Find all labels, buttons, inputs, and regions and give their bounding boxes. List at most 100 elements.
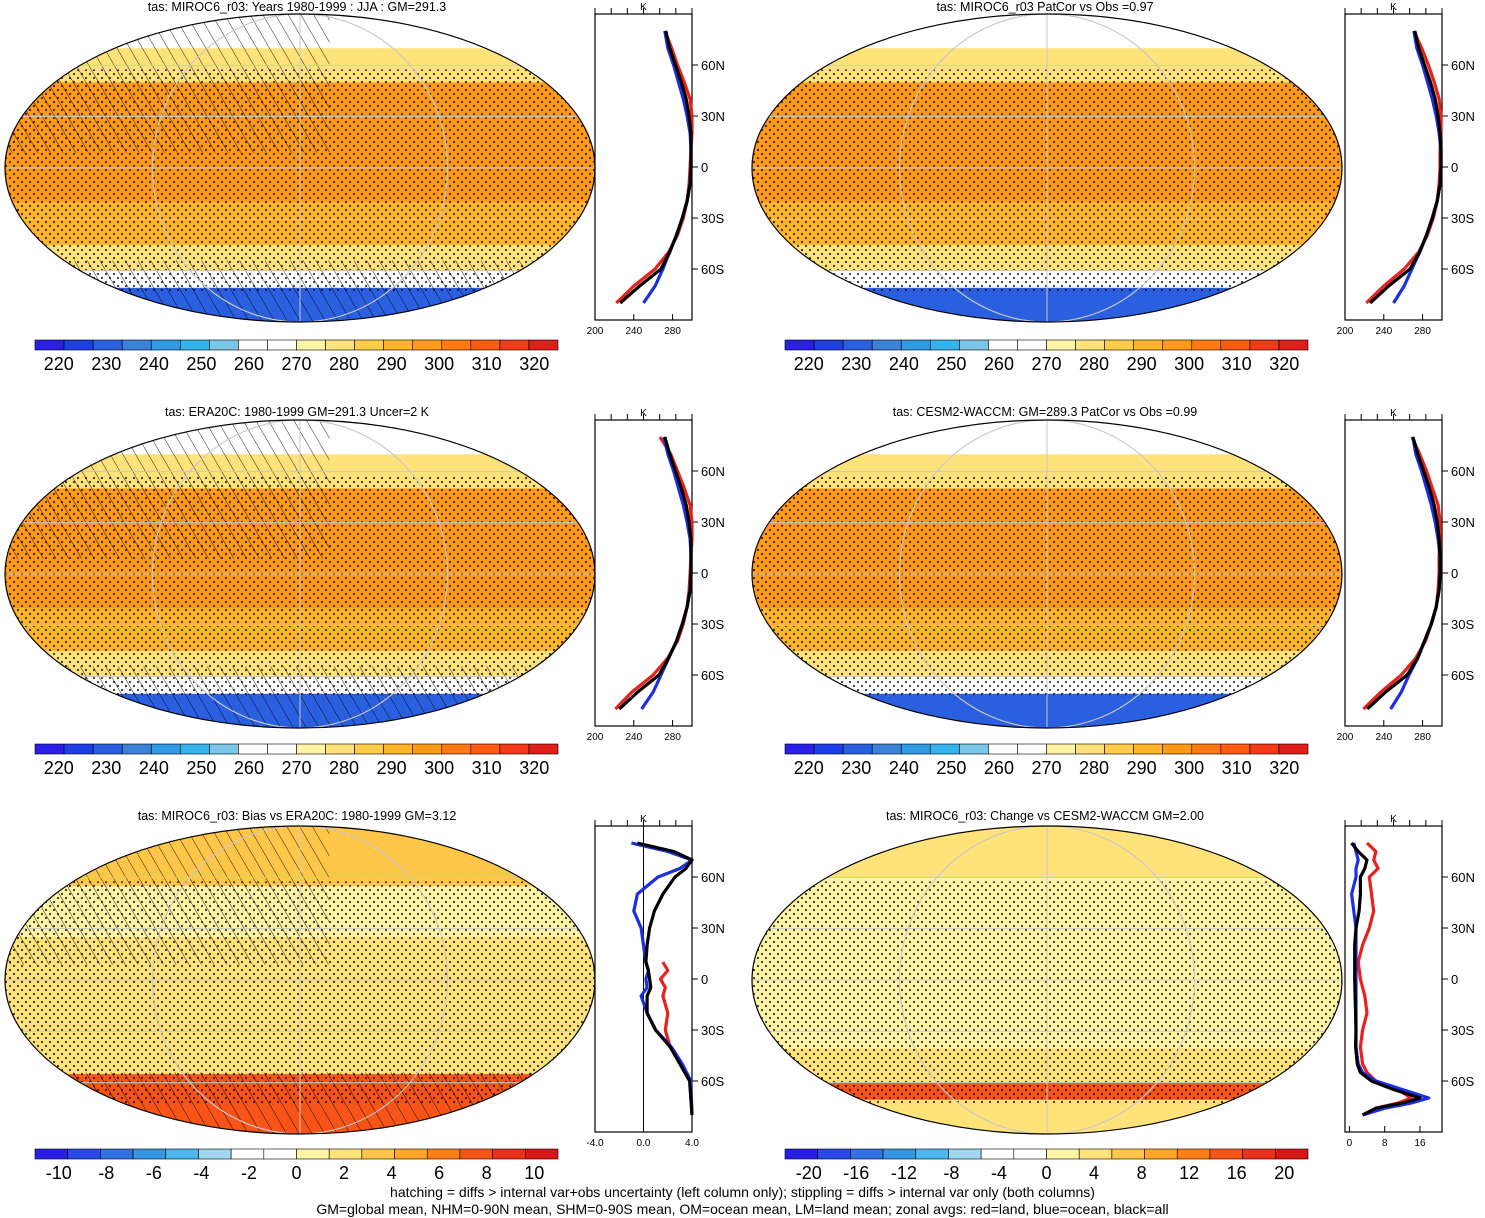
footnote-definitions: GM=global mean, NHM=0-90N mean, SHM=0-90… <box>316 1201 1169 1217</box>
zonal-lat-tick-label: 60N <box>701 58 725 73</box>
colorbar-swatch <box>499 339 530 351</box>
zonal-all-line <box>1369 30 1443 305</box>
colorbar-swatch <box>1278 743 1309 755</box>
panel-title: tas: MIROC6_r03: Years 1980-1999 : JJA :… <box>148 0 446 14</box>
colorbar-swatch <box>92 339 123 351</box>
colorbar-swatch <box>92 743 123 755</box>
colorbar-swatch <box>871 339 902 351</box>
panel-4: tas: CESM2-WACCM: GM=289.3 PatCor vs Obs… <box>751 405 1475 778</box>
colorbar-swatch <box>850 1148 884 1160</box>
colorbar-tick-label: 2 <box>339 1163 349 1183</box>
colorbar-swatch <box>929 339 960 351</box>
colorbar-tick-label: 270 <box>281 354 311 374</box>
colorbar-swatch <box>230 1148 265 1160</box>
zonal-lat-tick-label: 60N <box>701 464 725 479</box>
graticule-line <box>152 826 448 1134</box>
colorbar-swatch <box>1144 1148 1178 1160</box>
colorbar-swatch <box>813 743 844 755</box>
colorbar-swatch <box>842 339 873 351</box>
colorbar-swatch <box>900 743 931 755</box>
colorbar-swatch <box>525 1148 559 1160</box>
zonal-x-tick-label: 280 <box>664 326 681 337</box>
colorbar-swatch <box>1075 743 1105 755</box>
colorbar-tick-label: -16 <box>843 1163 869 1183</box>
zonal-lat-tick-label: 60S <box>1451 262 1474 277</box>
colorbar-swatch <box>1191 339 1222 351</box>
colorbar-swatch <box>1249 743 1280 755</box>
colorbar-swatch <box>1278 339 1309 351</box>
colorbar-tick-label: 320 <box>1269 354 1299 374</box>
colorbar-tick-label: 310 <box>472 758 502 778</box>
colorbar-swatch <box>1162 743 1193 755</box>
colorbar-swatch <box>325 743 355 755</box>
colorbar-tick-label: -6 <box>146 1163 162 1183</box>
colorbar-tick-label: -8 <box>98 1163 114 1183</box>
zonal-x-tick-label: 200 <box>1337 732 1354 743</box>
zonal-lat-tick-label: 60S <box>701 668 724 683</box>
zonal-profile: K 200 240 280 60N 30N 0 30S 60S <box>587 2 725 337</box>
zonal-lat-tick-label: 30N <box>701 515 725 530</box>
colorbar-swatch <box>528 339 559 351</box>
zonal-x-tick-label: 240 <box>625 326 642 337</box>
graticule-line <box>899 826 1195 1134</box>
colorbar-swatch <box>1046 743 1076 755</box>
colorbar-tick-label: 16 <box>1227 1163 1247 1183</box>
colorbar-swatch <box>1046 339 1076 351</box>
map-outline <box>751 13 1343 323</box>
colorbar-tick-label: -12 <box>891 1163 917 1183</box>
colorbar-tick-label: 310 <box>1222 758 1252 778</box>
colorbar-tick-label: 8 <box>1137 1163 1147 1183</box>
colorbar-tick-label: 250 <box>186 354 216 374</box>
colorbar-tick-label: 220 <box>794 758 824 778</box>
colorbar-tick-label: 250 <box>186 758 216 778</box>
colorbar-swatch <box>179 743 210 755</box>
zonal-lat-tick-label: 60N <box>701 870 725 885</box>
colorbar-swatch <box>34 1148 68 1160</box>
colorbar-swatch <box>296 339 326 351</box>
colorbar-swatch <box>1162 339 1193 351</box>
zonal-ocean-line <box>640 436 693 710</box>
zonal-lat-tick-label: 0 <box>1451 566 1458 581</box>
colorbar-swatch <box>34 339 65 351</box>
zonal-frame <box>594 419 693 727</box>
colorbar-swatch <box>412 339 443 351</box>
colorbar-tick-label: 250 <box>936 758 966 778</box>
colorbar-tick-label: -2 <box>241 1163 257 1183</box>
colorbar-tick-label: 230 <box>841 354 871 374</box>
colorbar-swatch <box>959 743 989 755</box>
colorbar-tick-label: 230 <box>841 758 871 778</box>
colorbar-tick-label: 4 <box>1089 1163 1099 1183</box>
colorbar-tick-label: 310 <box>472 354 502 374</box>
colorbar-swatch <box>383 339 414 351</box>
colorbar-tick-label: 300 <box>424 354 454 374</box>
zonal-units: K <box>1390 2 1397 13</box>
colorbar-tick-label: 0 <box>1041 1163 1051 1183</box>
colorbar-tick-label: 270 <box>1031 758 1061 778</box>
zonal-units: K <box>640 408 647 419</box>
colorbar-swatch <box>1176 1148 1211 1160</box>
map-outline <box>751 825 1343 1135</box>
zonal-lat-tick-label: 60S <box>701 262 724 277</box>
colorbar-swatch <box>209 743 239 755</box>
colorbar-swatch <box>1111 1148 1145 1160</box>
colorbar-swatch <box>499 743 530 755</box>
colorbar-swatch <box>296 743 326 755</box>
zonal-frame <box>594 13 693 321</box>
colorbar-tick-label: 260 <box>234 758 264 778</box>
zonal-land-line <box>615 30 694 305</box>
colorbar-tick-label: 240 <box>139 354 169 374</box>
colorbar-swatch <box>150 743 181 755</box>
colorbar-swatch <box>328 1148 363 1160</box>
panel-3: tas: ERA20C: 1980-1999 GM=291.3 Uncer=2 … <box>4 405 725 778</box>
colorbar-swatch <box>915 1148 949 1160</box>
colorbar-swatch <box>492 1148 526 1160</box>
colorbar-swatch <box>948 1148 982 1160</box>
colorbar-tick-label: 220 <box>44 354 74 374</box>
zonal-x-tick-label: 8 <box>1382 1138 1388 1149</box>
zonal-units: K <box>1390 408 1397 419</box>
zonal-all-line <box>618 436 693 711</box>
zonal-lat-tick-label: 60S <box>1451 668 1474 683</box>
zonal-x-tick-label: 200 <box>587 732 604 743</box>
colorbar-swatch <box>900 339 931 351</box>
colorbar-tick-label: 260 <box>984 758 1014 778</box>
